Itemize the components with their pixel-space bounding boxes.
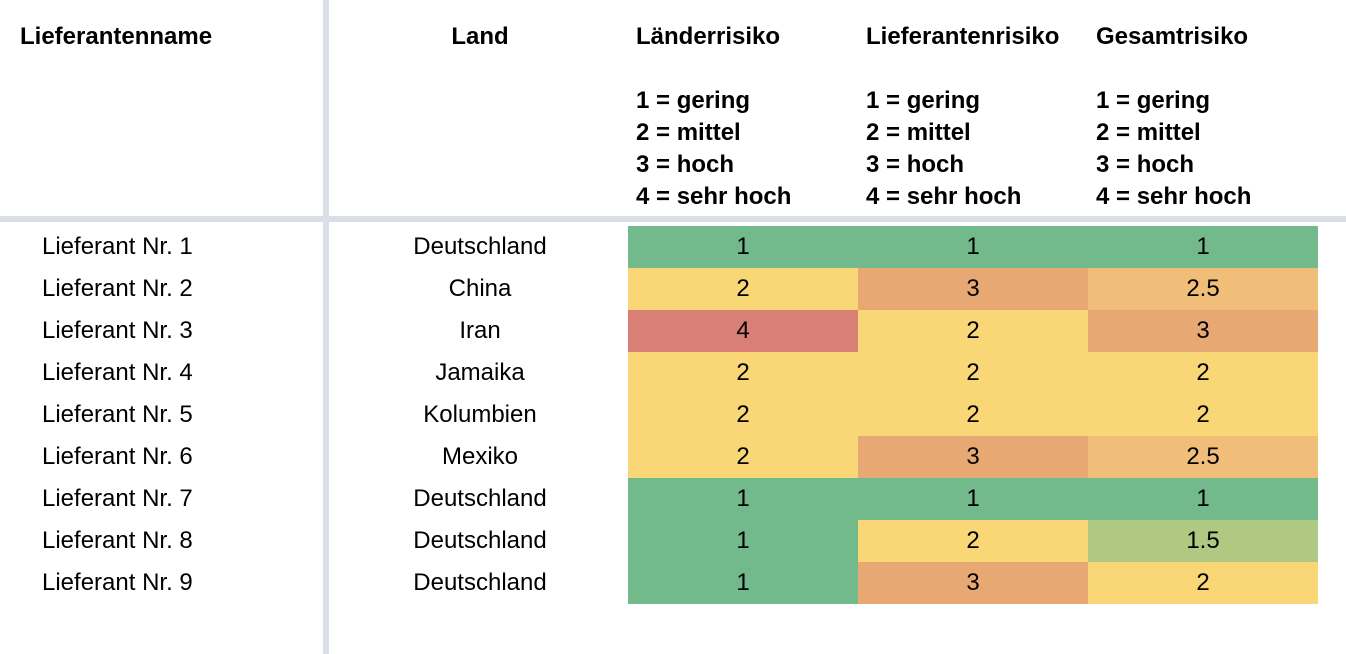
legend-line: 4 = sehr hoch [866, 183, 1022, 210]
legend-line: 2 = mittel [1096, 119, 1201, 146]
lieferanten-risk-cell: 2 [858, 352, 1088, 394]
supplier-name-cell: Lieferant Nr. 1 [42, 233, 193, 260]
header-laenderrisiko: Länderrisiko [636, 23, 781, 50]
supplier-name-cell: Lieferant Nr. 9 [42, 569, 193, 596]
gesamt-risk-cell: 1 [1088, 478, 1318, 520]
lieferanten-risk-cell: 1 [858, 478, 1088, 520]
header-lieferantenname: Lieferantenname [20, 23, 213, 50]
gesamt-risk-cell: 1 [1088, 226, 1318, 268]
legend-line: 3 = hoch [636, 151, 735, 178]
country-cell: Jamaika [435, 359, 525, 386]
legend-line: 2 = mittel [866, 119, 971, 146]
header-divider [0, 216, 1346, 222]
legend-line: 2 = mittel [636, 119, 741, 146]
supplier-name-cell: Lieferant Nr. 5 [42, 401, 193, 428]
laender-risk-cell: 2 [628, 268, 858, 310]
lieferanten-risk-cell: 3 [858, 268, 1088, 310]
laender-risk-cell: 1 [628, 520, 858, 562]
legend-lieferantenrisiko: 1 = gering 2 = mittel 3 = hoch 4 = sehr … [866, 85, 1021, 213]
header-gesamtrisiko: Gesamtrisiko [1096, 23, 1249, 50]
supplier-name-cell: Lieferant Nr. 8 [42, 527, 193, 554]
country-cell: China [448, 275, 512, 302]
gesamt-risk-cell: 2 [1088, 352, 1318, 394]
supplier-name-cell: Lieferant Nr. 2 [42, 275, 193, 302]
country-cell: Deutschland [413, 233, 547, 260]
supplier-name-cell: Lieferant Nr. 4 [42, 359, 193, 386]
gesamt-risk-cell: 2 [1088, 394, 1318, 436]
country-cell: Deutschland [413, 485, 547, 512]
lieferanten-risk-cell: 2 [858, 394, 1088, 436]
gesamt-risk-cell: 3 [1088, 310, 1318, 352]
legend-gesamtrisiko: 1 = gering 2 = mittel 3 = hoch 4 = sehr … [1096, 85, 1251, 213]
legend-line: 1 = gering [1096, 87, 1211, 114]
legend-line: 1 = gering [636, 87, 751, 114]
country-cell: Kolumbien [423, 401, 537, 428]
laender-risk-cell: 2 [628, 436, 858, 478]
legend-line: 1 = gering [866, 87, 981, 114]
lieferanten-risk-cell: 3 [858, 562, 1088, 604]
legend-line: 4 = sehr hoch [636, 183, 792, 210]
gesamt-risk-cell: 2.5 [1088, 268, 1318, 310]
laender-risk-cell: 1 [628, 226, 858, 268]
legend-laenderrisiko: 1 = gering 2 = mittel 3 = hoch 4 = sehr … [636, 85, 791, 213]
legend-line: 3 = hoch [1096, 151, 1195, 178]
header-land: Land [451, 23, 509, 50]
gesamt-risk-cell: 2.5 [1088, 436, 1318, 478]
legend-line: 4 = sehr hoch [1096, 183, 1252, 210]
laender-risk-cell: 1 [628, 478, 858, 520]
country-cell: Iran [459, 317, 501, 344]
country-cell: Mexiko [441, 443, 519, 470]
lieferanten-risk-cell: 2 [858, 310, 1088, 352]
country-cell: Deutschland [413, 569, 547, 596]
gesamt-risk-cell: 2 [1088, 562, 1318, 604]
laender-risk-cell: 1 [628, 562, 858, 604]
gesamt-risk-cell: 1.5 [1088, 520, 1318, 562]
supplier-name-cell: Lieferant Nr. 6 [42, 443, 193, 470]
supplier-name-cell: Lieferant Nr. 3 [42, 317, 193, 344]
laender-risk-cell: 2 [628, 394, 858, 436]
supplier-name-cell: Lieferant Nr. 7 [42, 485, 193, 512]
header-lieferantenrisiko: Lieferantenrisiko [866, 23, 1060, 50]
column-divider [323, 0, 329, 654]
country-cell: Deutschland [413, 527, 547, 554]
legend-line: 3 = hoch [866, 151, 965, 178]
laender-risk-cell: 4 [628, 310, 858, 352]
lieferanten-risk-cell: 3 [858, 436, 1088, 478]
laender-risk-cell: 2 [628, 352, 858, 394]
lieferanten-risk-cell: 2 [858, 520, 1088, 562]
lieferanten-risk-cell: 1 [858, 226, 1088, 268]
